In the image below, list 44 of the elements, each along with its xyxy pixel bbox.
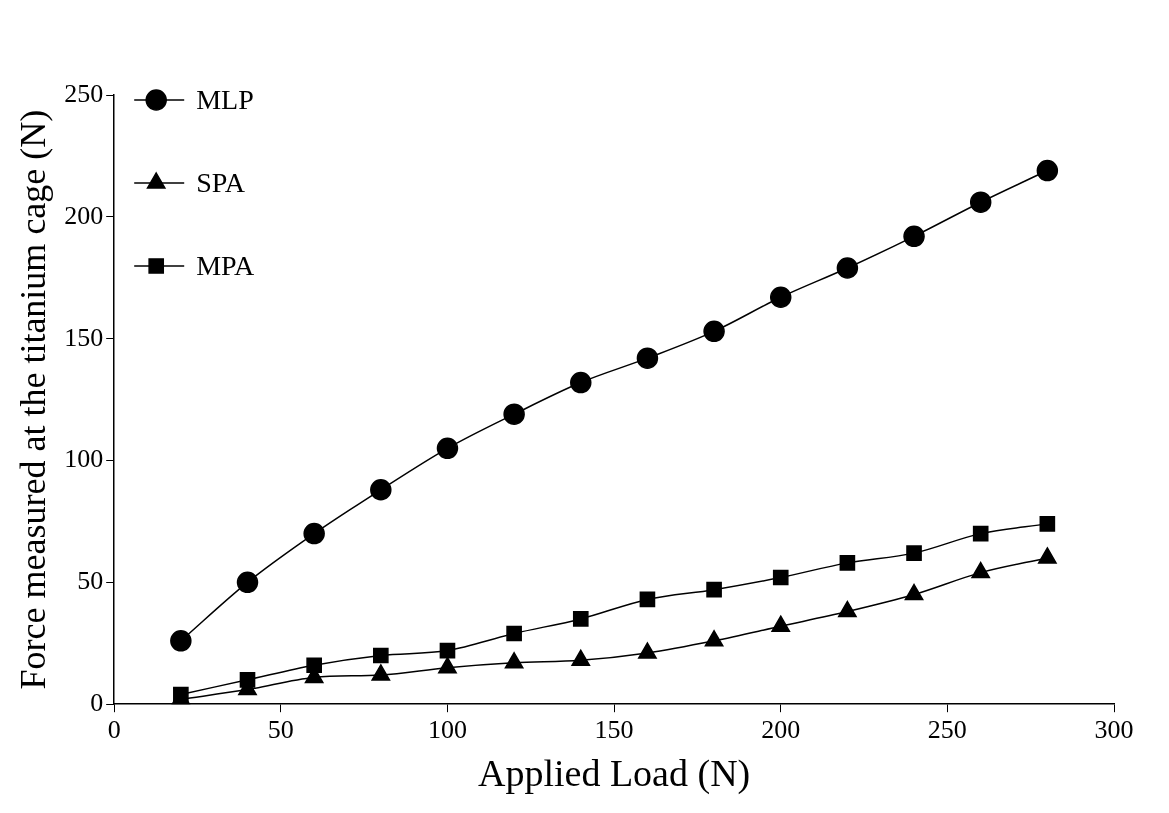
y-tick-label: 200 <box>64 200 104 230</box>
y-tick-label: 150 <box>64 322 104 352</box>
point <box>969 191 992 213</box>
point <box>1036 159 1059 182</box>
point <box>1039 516 1056 532</box>
x-tick-label: 100 <box>427 714 467 744</box>
legend-label: MLP <box>196 84 254 116</box>
point <box>703 320 725 343</box>
point <box>236 571 259 594</box>
point <box>636 347 659 369</box>
point <box>370 479 392 501</box>
x-tick-label: 200 <box>761 714 801 744</box>
x-tick-label: 150 <box>594 714 634 744</box>
point <box>503 403 525 425</box>
y-tick-label: 0 <box>90 688 104 718</box>
x-tick-label: 300 <box>1094 714 1134 744</box>
point <box>506 625 522 642</box>
x-tick-label: 250 <box>927 714 967 744</box>
y-axis-title: Force measured at the titanium cage (N) <box>13 109 54 690</box>
point <box>372 647 389 664</box>
point <box>570 371 592 394</box>
x-axis-title: Applied Load (N) <box>477 752 751 796</box>
y-tick-label: 250 <box>64 78 104 108</box>
y-tick-label: 50 <box>77 566 104 596</box>
legend-label: SPA <box>196 167 246 199</box>
point <box>772 569 789 586</box>
point <box>706 581 722 598</box>
point <box>903 225 925 248</box>
point <box>239 672 256 688</box>
legend-label: MPA <box>196 250 256 282</box>
point <box>436 437 459 460</box>
point <box>836 257 859 279</box>
point <box>170 630 192 652</box>
point <box>972 525 989 542</box>
point <box>769 286 792 308</box>
point <box>906 545 922 561</box>
point <box>306 657 322 674</box>
point <box>439 642 456 659</box>
point <box>639 591 656 608</box>
point <box>839 555 856 571</box>
x-tick-label: 50 <box>267 714 294 744</box>
point <box>303 522 325 545</box>
point <box>572 611 589 627</box>
y-tick-label: 100 <box>64 444 104 474</box>
